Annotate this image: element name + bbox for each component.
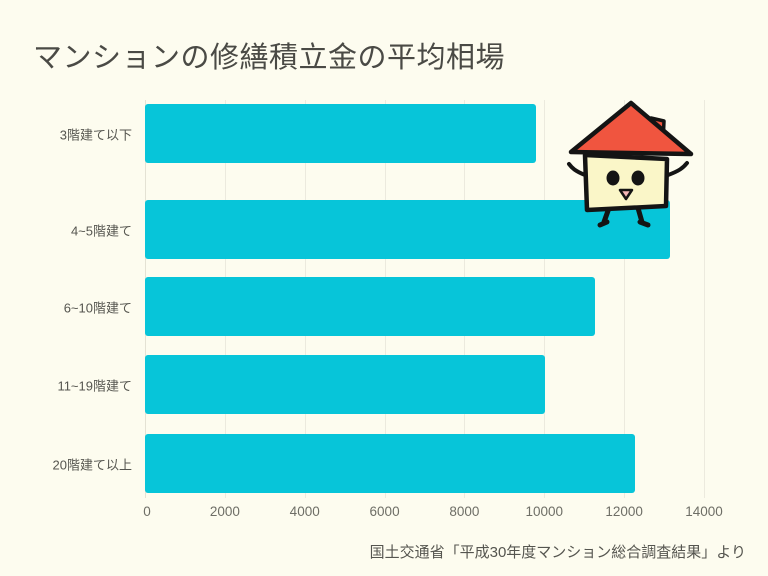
xtick-label-5: 10000	[525, 504, 564, 519]
bar-row: 11~19階建て	[57, 355, 704, 414]
bar-row: 20階建て以上	[53, 434, 704, 493]
bar-row: 6~10階建て	[64, 277, 704, 336]
category-label-0: 3階建て以下	[59, 127, 132, 142]
xtick-label-2: 4000	[289, 504, 320, 519]
bar-0[interactable]	[145, 104, 536, 163]
category-label-3: 11~19階建て	[57, 378, 132, 393]
bar-2[interactable]	[145, 277, 595, 336]
bar-row: 4~5階建て	[71, 200, 704, 259]
bar-row: 3階建て以下	[60, 104, 704, 163]
bar-1[interactable]	[145, 200, 671, 259]
chart-plot-area: 3階建て以下 4~5階建て 6~10階建て 11~19階建て 20階建て以上 0…	[53, 100, 723, 519]
bar-4[interactable]	[145, 434, 636, 493]
gridline-14000	[704, 100, 705, 498]
xtick-label-6: 12000	[605, 504, 643, 519]
page-title: マンションの修繕積立金の平均相場	[33, 42, 506, 74]
xtick-label-0: 0	[143, 504, 151, 519]
source-note: 国土交通省「平成30年度マンション総合調査結果」より	[369, 544, 746, 561]
gridline-12000	[624, 100, 626, 498]
xtick-label-4: 8000	[449, 504, 480, 519]
category-label-4: 20階建て以上	[52, 457, 132, 472]
xtick-label-1: 2000	[209, 504, 240, 519]
xtick-label-7: 14000	[685, 504, 723, 519]
category-label-1: 4~5階建て	[70, 223, 132, 238]
xtick-label-3: 6000	[369, 504, 400, 519]
category-label-2: 6~10階建て	[63, 300, 132, 315]
bar-3[interactable]	[145, 355, 546, 414]
